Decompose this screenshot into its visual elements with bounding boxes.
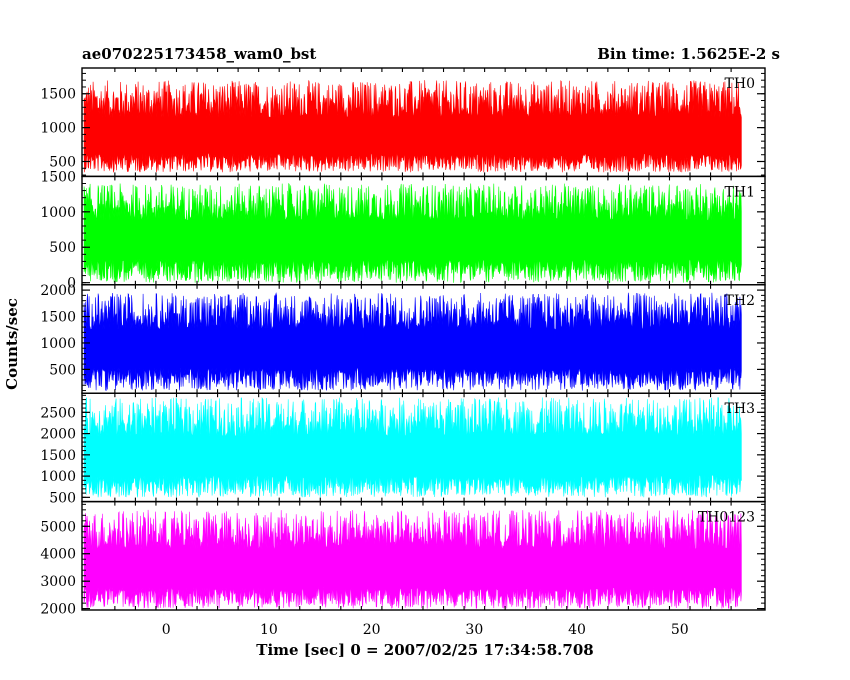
y-tick-label: 4000 bbox=[40, 547, 76, 563]
x-tick-label: 0 bbox=[162, 622, 171, 638]
y-tick-label: 1000 bbox=[40, 336, 76, 352]
series-th3-band bbox=[83, 396, 742, 498]
panels-group: 50010001500TH0050010001500TH150010001500… bbox=[40, 67, 766, 638]
series-label-th0123: TH0123 bbox=[698, 510, 755, 526]
y-tick-label: 1000 bbox=[40, 205, 76, 221]
y-tick-label: 500 bbox=[49, 362, 76, 378]
y-tick-label: 500 bbox=[49, 490, 76, 506]
series-th2-band bbox=[83, 292, 742, 392]
series-th0-band bbox=[83, 80, 742, 173]
y-tick-label: 2500 bbox=[40, 405, 76, 421]
x-tick-label: 20 bbox=[363, 622, 381, 638]
series-th1-band bbox=[83, 182, 742, 283]
y-tick-label: 3000 bbox=[40, 574, 76, 590]
y-tick-label: 0 bbox=[67, 276, 76, 292]
series-label-th2: TH2 bbox=[725, 293, 755, 309]
y-tick-label: 2000 bbox=[40, 427, 76, 443]
x-tick-label: 50 bbox=[671, 622, 689, 638]
y-tick-label: 2000 bbox=[40, 283, 76, 299]
y-tick-label: 1000 bbox=[40, 469, 76, 485]
y-axis-label: Counts/sec bbox=[3, 298, 21, 390]
y-tick-label: 5000 bbox=[40, 519, 76, 535]
bin-time-label: Bin time: 1.5625E-2 s bbox=[597, 45, 780, 63]
y-tick-label: 500 bbox=[49, 154, 76, 170]
chart-title: ae070225173458_wam0_bst bbox=[82, 45, 316, 63]
series-label-th3: TH3 bbox=[725, 401, 755, 417]
y-tick-label: 1500 bbox=[40, 310, 76, 326]
x-tick-label: 30 bbox=[465, 622, 483, 638]
y-tick-label: 500 bbox=[49, 240, 76, 256]
y-tick-label: 1500 bbox=[40, 169, 76, 185]
x-axis-label: Time [sec] 0 = 2007/02/25 17:34:58.708 bbox=[256, 641, 593, 659]
x-tick-label: 40 bbox=[568, 622, 586, 638]
series-label-th0: TH0 bbox=[725, 76, 755, 92]
x-tick-label: 10 bbox=[260, 622, 278, 638]
y-tick-label: 1000 bbox=[40, 121, 76, 137]
y-tick-label: 1500 bbox=[40, 448, 76, 464]
y-tick-label: 2000 bbox=[40, 602, 76, 618]
y-tick-label: 1500 bbox=[40, 87, 76, 103]
series-label-th1: TH1 bbox=[725, 184, 755, 200]
series-th0123-band bbox=[83, 509, 742, 609]
